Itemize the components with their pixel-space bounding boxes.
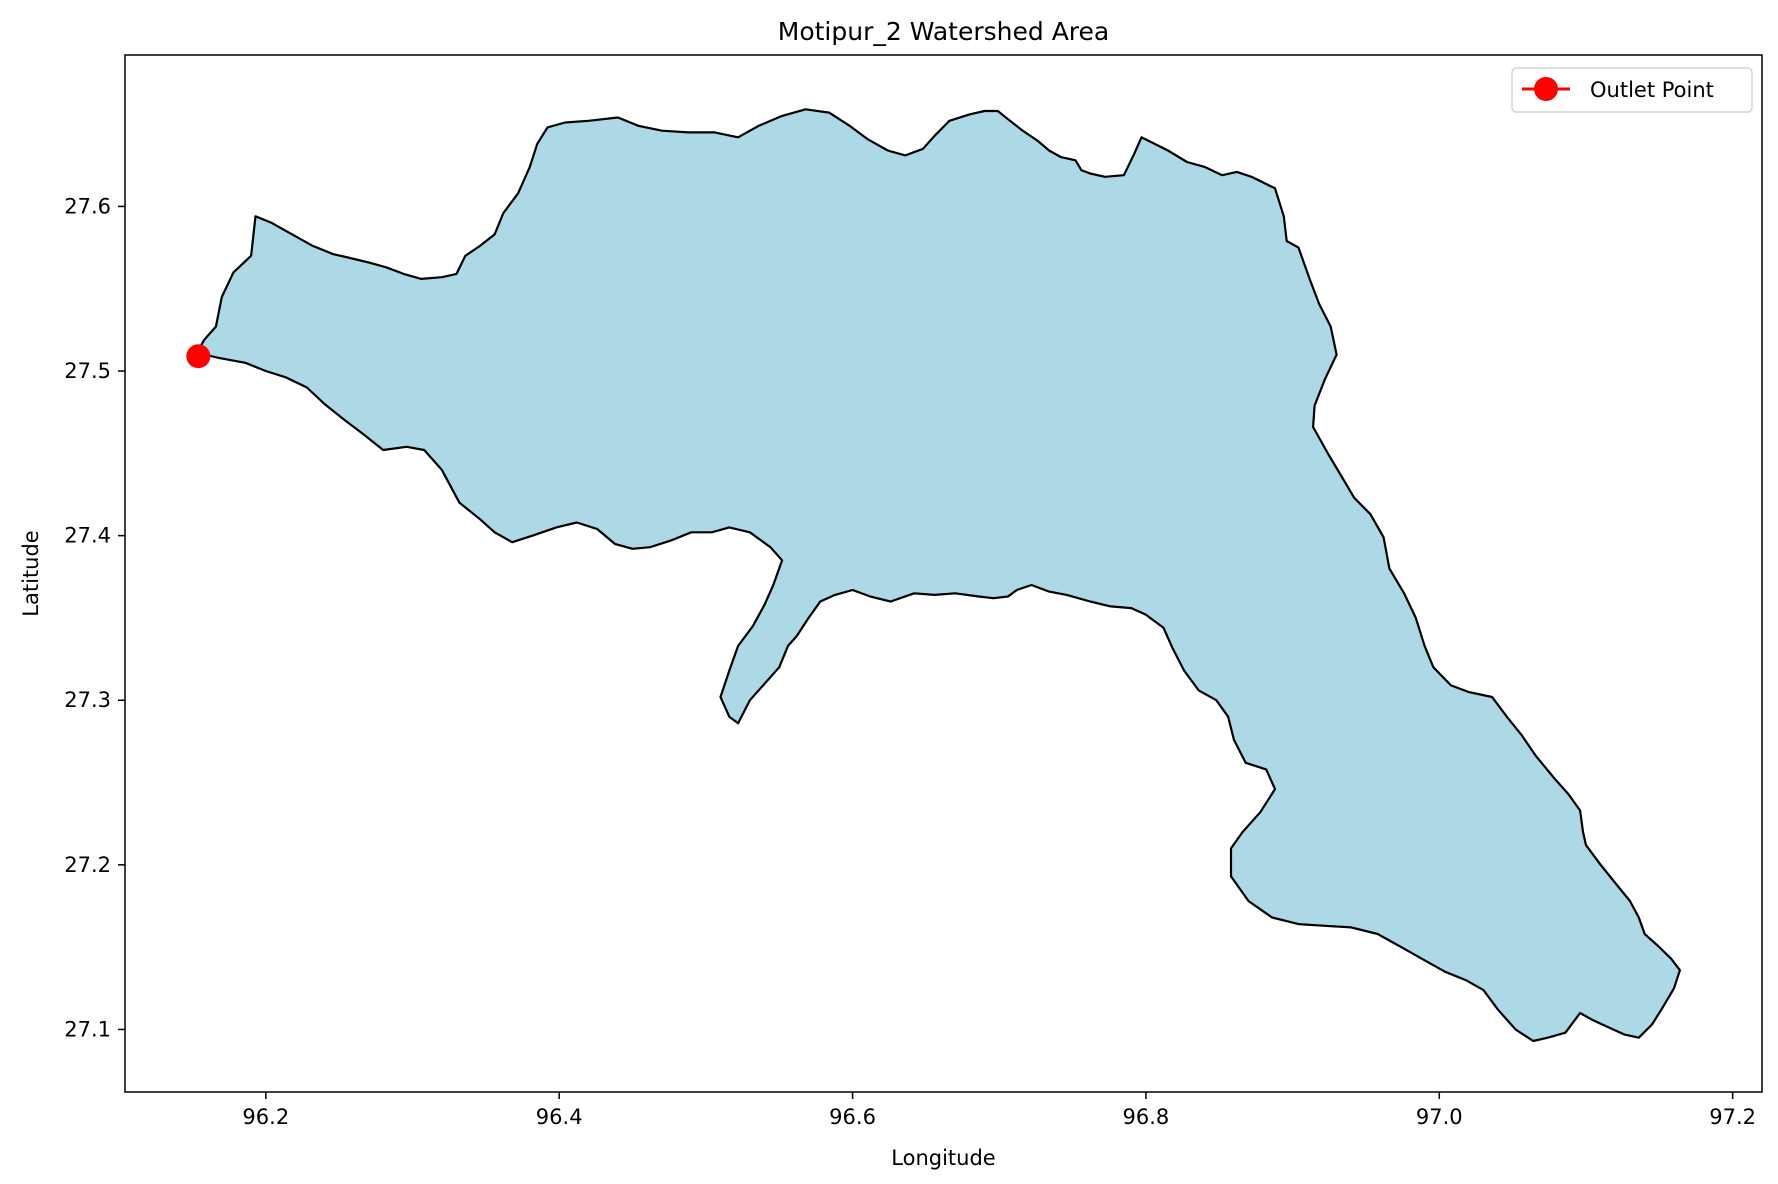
x-tick-label: 96.4 xyxy=(536,1105,583,1129)
outlet-point-marker xyxy=(186,344,211,369)
plot-area xyxy=(186,108,1682,1043)
x-tick-label: 97.0 xyxy=(1416,1105,1463,1129)
axes-frame xyxy=(124,54,1763,1093)
y-tick-label: 27.4 xyxy=(64,524,111,548)
y-tick-label: 27.3 xyxy=(64,688,111,712)
y-axis-label: Latitude xyxy=(19,530,43,616)
x-tick-label: 96.6 xyxy=(829,1105,876,1129)
watershed-polygon xyxy=(195,108,1682,1043)
y-tick-label: 27.6 xyxy=(64,194,111,218)
y-tick-label: 27.1 xyxy=(64,1017,111,1041)
legend-box xyxy=(1511,67,1753,113)
y-tick-label: 27.2 xyxy=(64,853,111,877)
ticks: 96.2 96.4 96.6 96.8 97.0 97.2 27.1 27.2 27.3 27.4… xyxy=(64,194,1756,1129)
x-tick-label: 96.8 xyxy=(1123,1105,1170,1129)
legend-label: Outlet Point xyxy=(1590,78,1714,102)
chart-title: Motipur_2 Watershed Area xyxy=(778,17,1109,46)
x-tick-label: 96.2 xyxy=(242,1105,289,1129)
x-axis-label: Longitude xyxy=(891,1146,995,1170)
y-tick-label: 27.5 xyxy=(64,359,111,383)
legend: Outlet Point xyxy=(1511,67,1753,113)
legend-marker-dot xyxy=(1534,77,1558,101)
x-tick-label: 97.2 xyxy=(1709,1105,1756,1129)
